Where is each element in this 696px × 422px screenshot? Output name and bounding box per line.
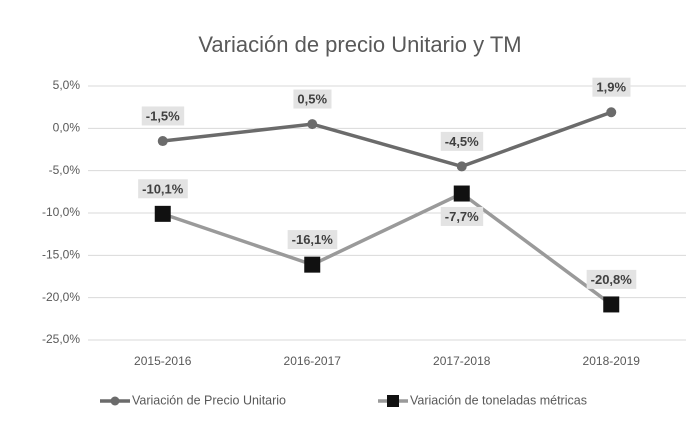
- marker: [304, 256, 321, 273]
- marker: [606, 107, 617, 118]
- marker: [157, 136, 168, 147]
- data-label: -4,5%: [445, 134, 479, 149]
- marker: [456, 161, 467, 172]
- data-label: -7,7%: [445, 209, 479, 224]
- marker: [307, 119, 318, 130]
- y-tick-label: 5,0%: [53, 78, 81, 92]
- data-label-bg: [440, 206, 484, 226]
- data-label-bg: [592, 77, 631, 97]
- data-label-bg: [586, 269, 637, 289]
- marker: [453, 185, 470, 202]
- data-label-bg: [293, 89, 332, 109]
- data-label-bg: [141, 106, 185, 126]
- data-label: -20,8%: [591, 272, 633, 287]
- y-tick-label: -5,0%: [49, 163, 81, 177]
- data-label-bg: [138, 179, 188, 199]
- series-line: [162, 191, 613, 306]
- y-tick-label: -20,0%: [42, 290, 80, 304]
- legend-label: Variación de toneladas métricas: [410, 393, 587, 407]
- series-line: [162, 110, 612, 169]
- data-label: -16,1%: [292, 232, 334, 247]
- y-tick-label: 0,0%: [53, 121, 81, 135]
- marker: [154, 205, 171, 222]
- legend-label: Variación de Precio Unitario: [132, 393, 286, 407]
- data-label-bg: [287, 230, 338, 250]
- chart-title: Variación de precio Unitario y TM: [198, 32, 521, 57]
- y-tick-label: -10,0%: [42, 205, 80, 219]
- x-tick-label: 2017-2018: [433, 354, 491, 368]
- data-label: -1,5%: [146, 108, 180, 123]
- grid: [88, 85, 686, 341]
- legend-marker: [387, 395, 399, 407]
- data-label: 0,5%: [297, 92, 327, 107]
- data-label-bg: [440, 131, 484, 151]
- data-label: 1,9%: [596, 80, 626, 95]
- legend-marker: [110, 396, 120, 406]
- x-tick-label: 2015-2016: [134, 354, 192, 368]
- y-tick-label: -25,0%: [42, 332, 80, 346]
- y-tick-label: -15,0%: [42, 248, 80, 262]
- x-tick-label: 2016-2017: [284, 354, 342, 368]
- x-tick-label: 2018-2019: [583, 354, 641, 368]
- data-label: -10,1%: [142, 181, 184, 196]
- marker: [603, 296, 620, 313]
